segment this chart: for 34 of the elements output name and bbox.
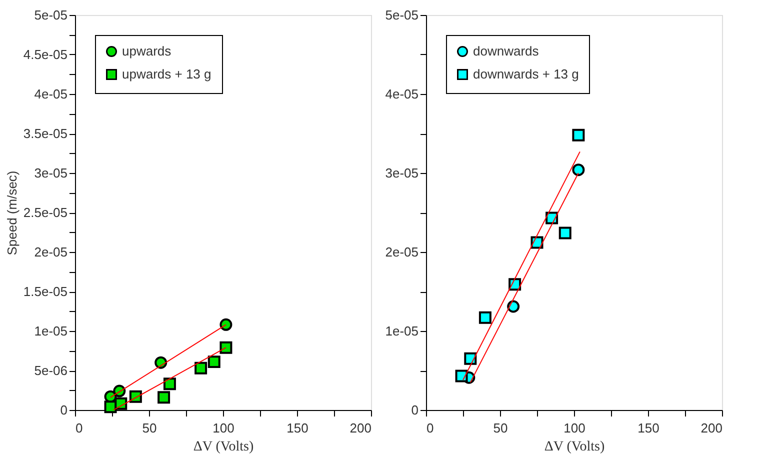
legend-label: upwards xyxy=(122,44,172,58)
x-tick-label: 100 xyxy=(212,420,234,436)
y-tick-label: 4e-05 xyxy=(34,86,68,102)
y-tick-label: 1e-05 xyxy=(385,324,418,338)
x-tick-label: 150 xyxy=(286,420,308,436)
y-tick-label: 0 xyxy=(60,402,68,418)
x-tick-label: 100 xyxy=(564,420,586,436)
y-tick-label: 4e-05 xyxy=(385,86,418,102)
y-tick-label: 5e-06 xyxy=(34,363,68,378)
y-tick-label: 2.5e-05 xyxy=(23,205,68,220)
legend-label: downwards + 13 g xyxy=(473,66,579,82)
legend-label: upwards + 13 g xyxy=(122,66,212,82)
x-tick-label: 50 xyxy=(493,420,508,436)
y-tick-label: 3e-05 xyxy=(34,166,68,180)
x-tick-label: 200 xyxy=(350,420,372,436)
x-tick-label: 50 xyxy=(142,420,157,436)
x-axis-title: ΔV (Volts) xyxy=(544,440,605,454)
y-axis-title: Speed (m/sec) xyxy=(4,170,20,256)
y-tick-label: 2e-05 xyxy=(34,244,68,260)
y-tick-label: 1e-05 xyxy=(34,324,68,338)
y-tick-label: 1.5e-05 xyxy=(23,284,68,299)
y-tick-label: 4.5e-05 xyxy=(23,47,68,62)
x-tick-label: 0 xyxy=(76,420,83,436)
y-tick-label: 0 xyxy=(411,402,418,418)
y-tick-label: 2e-05 xyxy=(385,244,418,260)
legend-label: downwards xyxy=(473,44,540,58)
x-tick-label: 0 xyxy=(426,420,434,436)
x-axis-title: ΔV (Volts) xyxy=(193,440,254,454)
y-tick-label: 5e-05 xyxy=(385,8,418,22)
y-tick-label: 3.5e-05 xyxy=(23,126,68,141)
y-tick-label: 3e-05 xyxy=(385,166,418,180)
x-tick-label: 200 xyxy=(700,420,722,436)
y-tick-label: 5e-05 xyxy=(34,8,68,22)
x-tick-label: 150 xyxy=(638,420,660,436)
